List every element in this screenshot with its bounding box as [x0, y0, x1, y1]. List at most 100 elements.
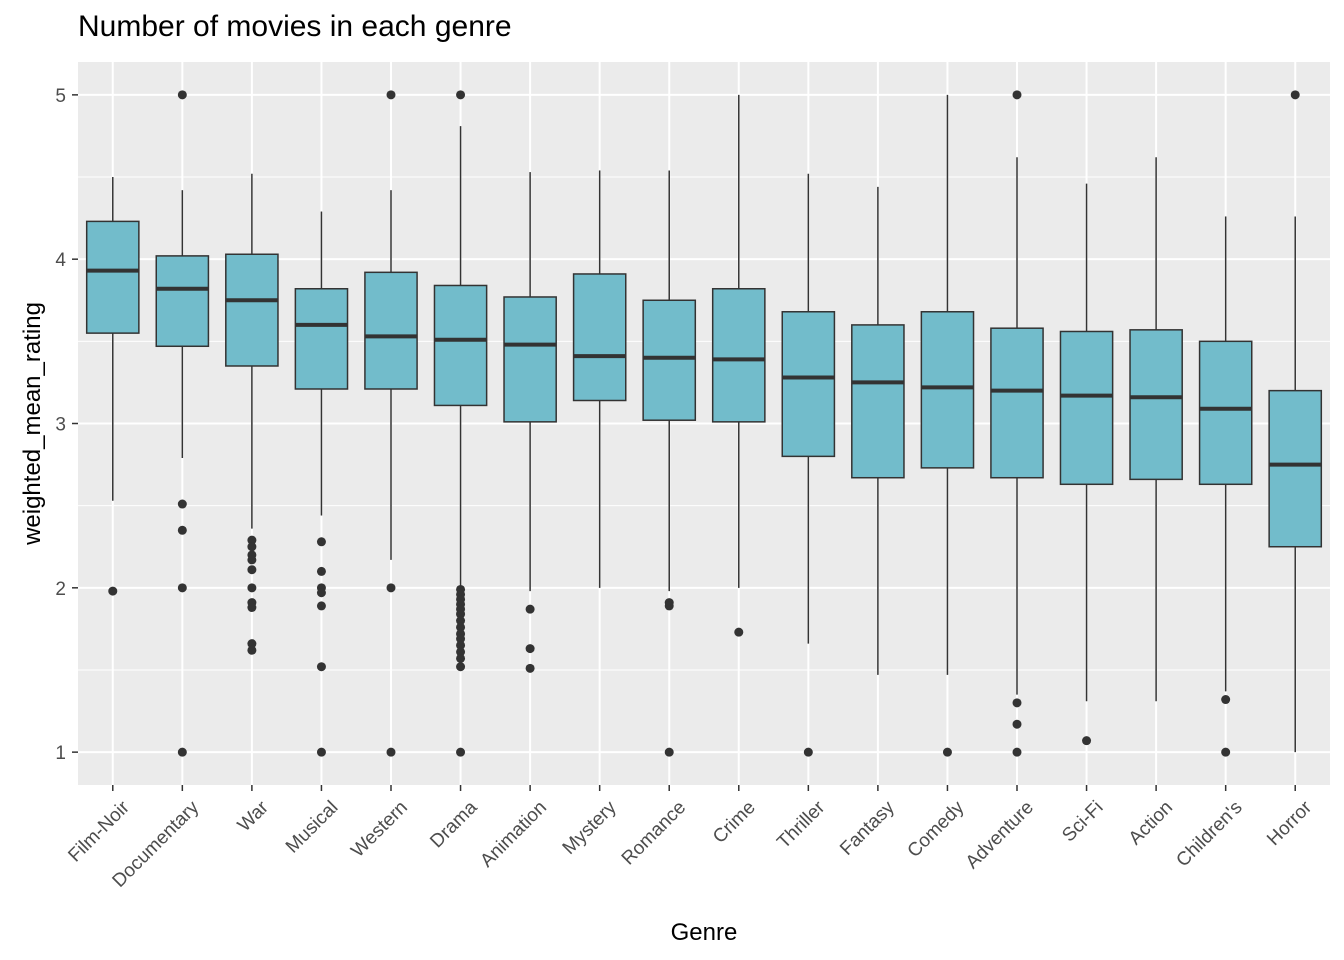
outlier-point: [525, 644, 535, 654]
outlier-point: [456, 634, 466, 644]
outlier-point: [386, 583, 396, 593]
outlier-point: [247, 565, 257, 575]
box-comedy: [920, 94, 975, 757]
outlier-point: [316, 601, 326, 611]
outlier-point: [316, 662, 326, 672]
box-iqr: [1268, 389, 1323, 548]
x-tick-label: Thriller: [773, 797, 829, 853]
box-iqr: [920, 311, 975, 469]
outlier-point: [456, 640, 466, 650]
box-iqr: [1198, 340, 1253, 486]
outlier-point: [664, 601, 674, 611]
box-sci-fi: [1059, 183, 1114, 746]
box-western: [364, 90, 418, 757]
box-iqr: [572, 273, 627, 402]
box-animation: [503, 172, 557, 673]
outlier-point: [456, 609, 466, 619]
box-iqr: [364, 271, 418, 390]
x-tick-label: Western: [347, 797, 412, 862]
box-children-s: [1198, 216, 1253, 757]
x-tick-label: Fantasy: [836, 797, 899, 860]
boxes: [85, 90, 1323, 757]
outlier-point: [247, 542, 257, 552]
outlier-point: [803, 747, 813, 757]
x-tick-label: Film-Noir: [64, 797, 134, 867]
outlier-point: [942, 747, 952, 757]
outlier-point: [177, 747, 187, 757]
outlier-point: [1082, 736, 1092, 746]
box-iqr: [781, 311, 836, 458]
box-documentary: [155, 90, 210, 757]
x-tick-label: Mystery: [559, 797, 621, 859]
box-iqr: [851, 324, 905, 479]
outlier-point: [316, 747, 326, 757]
y-tick-label: 3: [55, 415, 66, 436]
y-tick-label: 2: [55, 579, 66, 600]
box-musical: [294, 211, 349, 757]
x-tick-label: Musical: [282, 797, 342, 857]
outlier-point: [316, 537, 326, 547]
outlier-point: [247, 583, 257, 593]
outlier-point: [456, 616, 466, 626]
outlier-point: [456, 653, 466, 663]
box-film-noir: [85, 177, 140, 596]
outlier-point: [177, 583, 187, 593]
box-adventure: [990, 90, 1044, 757]
outlier-point: [456, 647, 466, 657]
y-tick-label: 1: [55, 743, 66, 764]
y-tick-label: 5: [55, 86, 66, 107]
outlier-point: [734, 627, 744, 637]
box-iqr: [711, 288, 766, 423]
x-tick-label: Action: [1125, 797, 1177, 849]
outlier-point: [456, 622, 466, 632]
outlier-point: [386, 747, 396, 757]
outlier-point: [247, 535, 257, 545]
x-tick-label: Romance: [618, 797, 690, 869]
outlier-point: [177, 525, 187, 535]
outlier-point: [1290, 90, 1300, 100]
outlier-point: [108, 586, 118, 596]
outlier-point: [1012, 90, 1022, 100]
box-action: [1129, 157, 1183, 702]
outlier-point: [456, 747, 466, 757]
outlier-point: [247, 645, 257, 655]
y-tick-label: 4: [55, 250, 66, 271]
box-fantasy: [851, 186, 905, 675]
box-iqr: [85, 220, 140, 334]
outlier-point: [664, 747, 674, 757]
outlier-point: [525, 604, 535, 614]
y-axis-title: weighted_mean_rating: [19, 302, 46, 546]
box-horror: [1268, 90, 1323, 753]
x-tick-label: Drama: [426, 797, 481, 852]
outlier-point: [456, 90, 466, 100]
chart-title: Number of movies in each genre: [78, 10, 512, 43]
box-iqr: [642, 299, 697, 421]
box-iqr: [1129, 329, 1183, 481]
box-iqr: [503, 296, 557, 423]
box-drama: [433, 90, 488, 757]
x-tick-label: Crime: [709, 797, 760, 848]
outlier-point: [247, 639, 257, 649]
outlier-point: [456, 662, 466, 672]
x-tick-label: Animation: [476, 797, 551, 872]
x-axis-title: Genre: [671, 919, 738, 946]
outlier-point: [316, 588, 326, 598]
outlier-point: [1221, 695, 1231, 705]
box-iqr: [433, 284, 488, 407]
outlier-point: [1221, 747, 1231, 757]
box-iqr: [294, 288, 349, 390]
box-war: [225, 173, 279, 655]
box-iqr: [225, 253, 279, 367]
x-tick-label: Horror: [1263, 797, 1316, 850]
box-iqr: [155, 255, 210, 348]
outlier-point: [177, 90, 187, 100]
y-axis-ticks: 1 2 3 4 5: [55, 86, 78, 764]
outlier-point: [525, 663, 535, 673]
box-iqr: [990, 327, 1044, 479]
outlier-point: [247, 555, 257, 565]
x-tick-label: Sci-Fi: [1058, 797, 1107, 846]
outlier-point: [316, 566, 326, 576]
box-romance: [642, 170, 697, 757]
